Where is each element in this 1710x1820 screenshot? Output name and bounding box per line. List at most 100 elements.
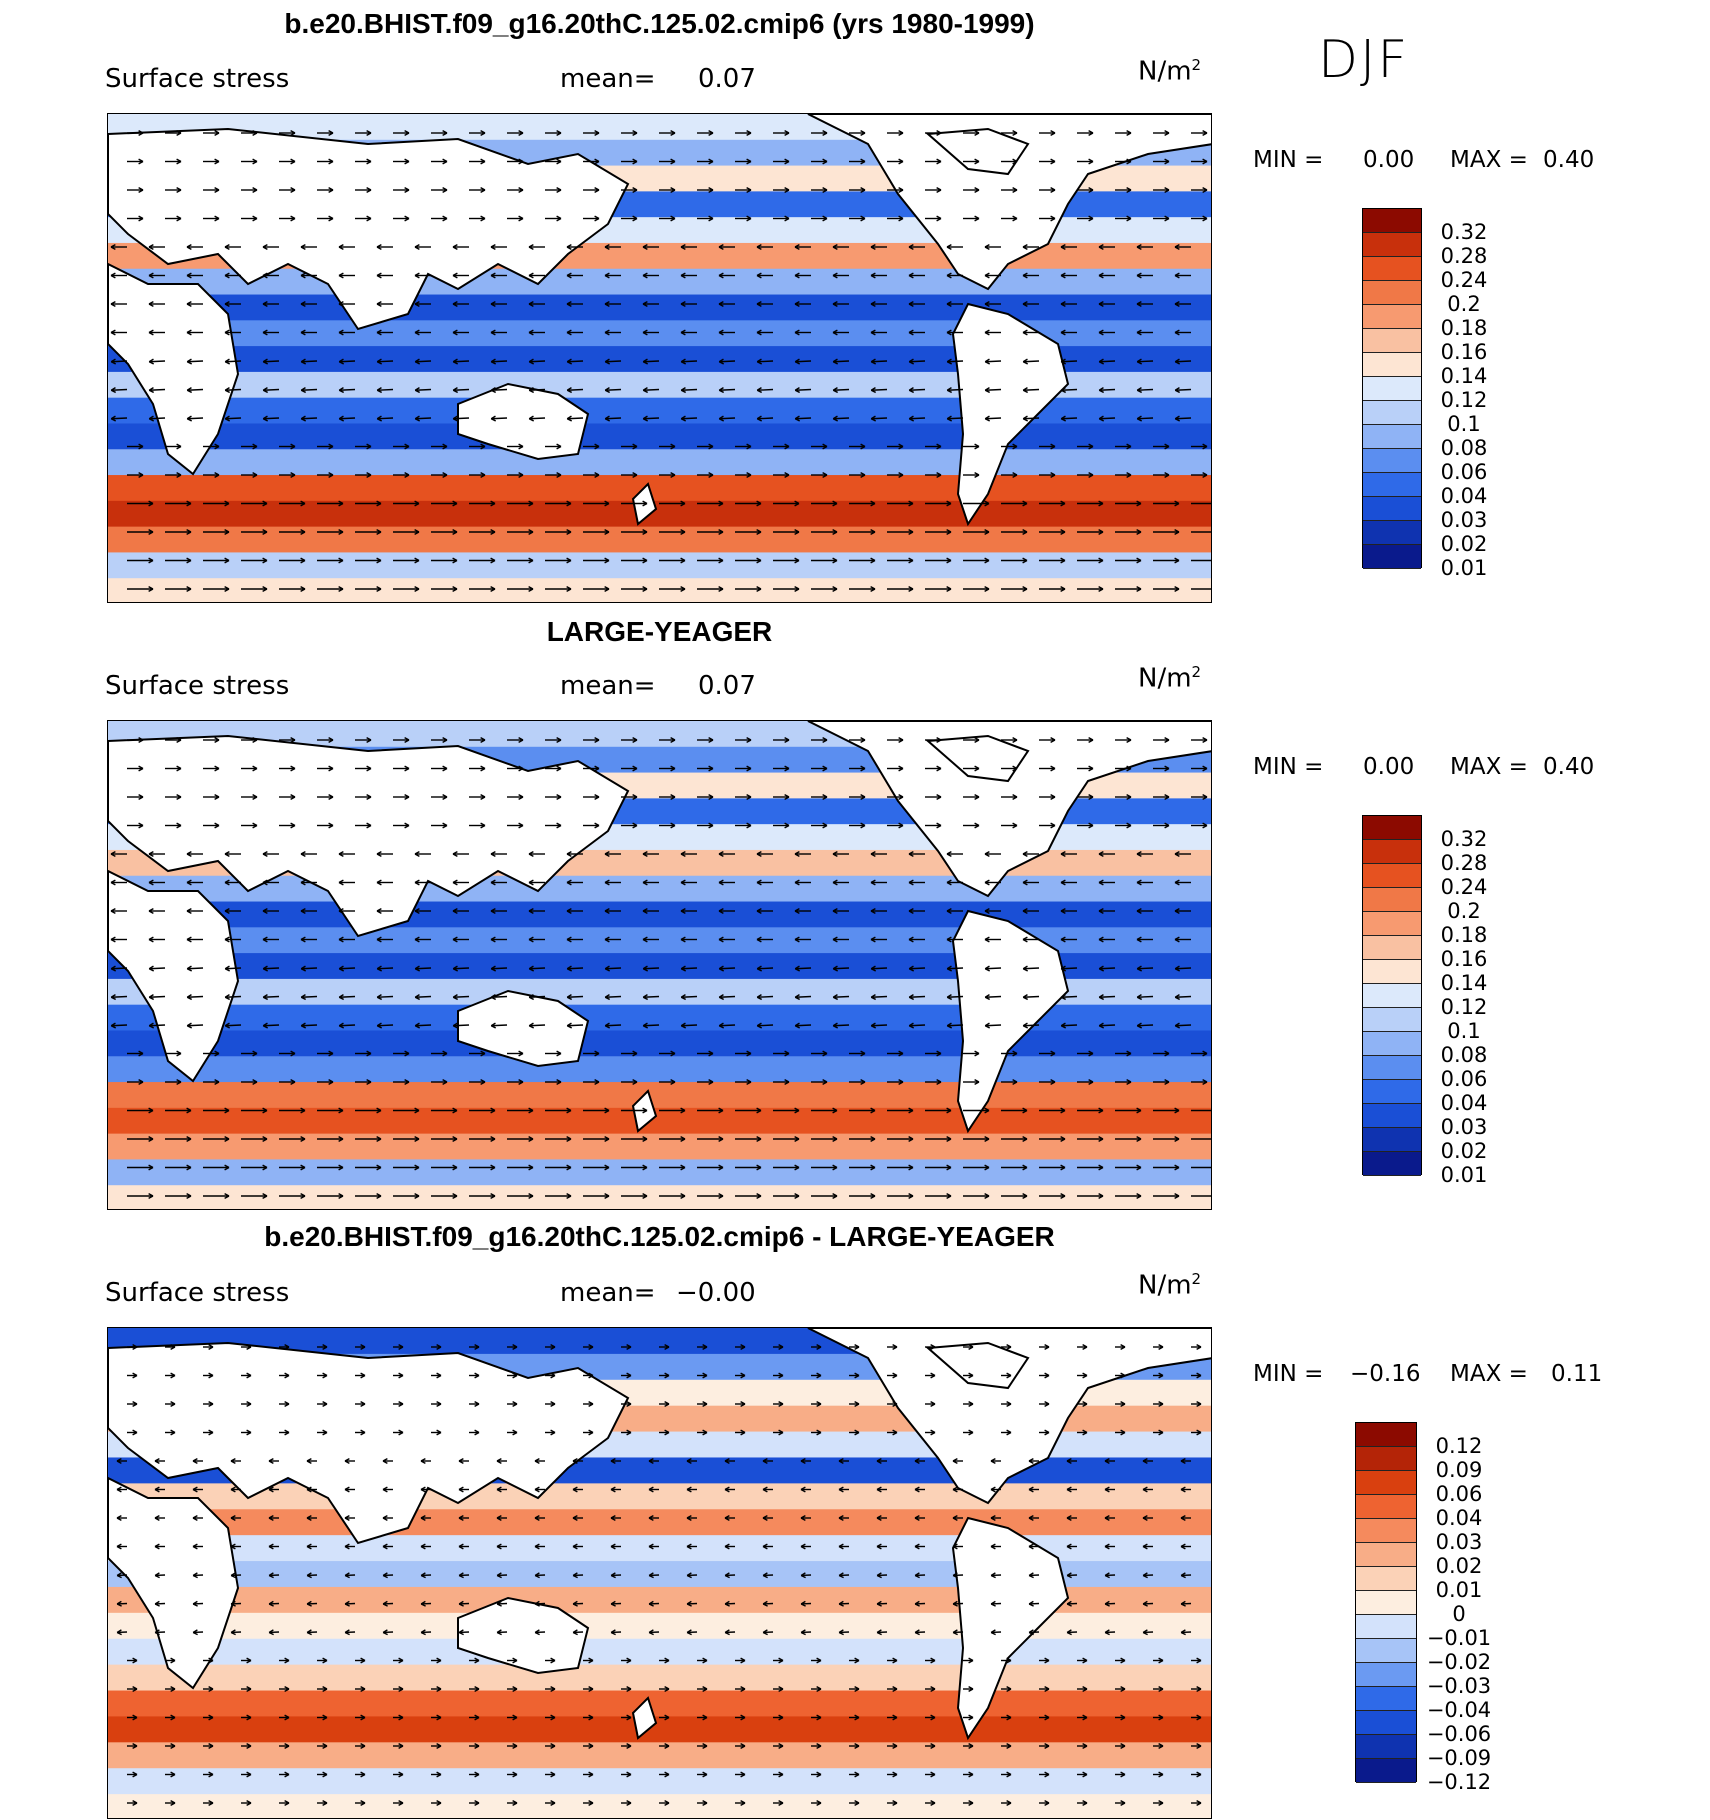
field-band: [108, 1030, 1211, 1058]
colorbar-swatch: [1363, 377, 1421, 401]
panel-3-max-value: 0.11: [1551, 1361, 1603, 1387]
colorbar-swatch: [1363, 305, 1421, 329]
field-band: [108, 268, 1211, 296]
colorbar-tick-label: 0.09: [1435, 1458, 1483, 1482]
colorbar-swatch: [1363, 521, 1421, 545]
colorbar-tick-label: −0.01: [1426, 1626, 1492, 1650]
field-band: [108, 901, 1211, 929]
continent-outline: [631, 1696, 658, 1740]
field-band: [108, 552, 1211, 580]
colorbar-tick-label: 0.18: [1440, 316, 1488, 340]
panel-1-min-label: MIN =: [1253, 147, 1324, 173]
panel-2-variable: Surface stress: [105, 671, 290, 701]
colorbar-tick-label: 0.28: [1440, 851, 1488, 875]
colorbar-swatch: [1363, 840, 1421, 864]
colorbar-swatch: [1363, 209, 1421, 233]
colorbar-tick-label: 0.12: [1440, 388, 1488, 412]
colorbar-tick-label: 0.32: [1440, 220, 1488, 244]
colorbar-swatch: [1356, 1567, 1416, 1591]
panel-1-max-label: MAX =: [1450, 147, 1528, 173]
colorbar-tick-label: 0.24: [1440, 268, 1488, 292]
field-band: [108, 578, 1211, 602]
map-canvas: [108, 1328, 1211, 1818]
field-band: [108, 1768, 1211, 1796]
colorbar-tick-label: 0.32: [1440, 827, 1488, 851]
panel-3-variable: Surface stress: [105, 1278, 290, 1308]
colorbar-tick-label: 0.03: [1440, 1115, 1488, 1139]
field-band: [108, 1664, 1211, 1692]
colorbar-box: [1362, 208, 1422, 569]
panel-3-min-label: MIN =: [1253, 1361, 1324, 1387]
colorbar-swatch: [1363, 1008, 1421, 1032]
colorbar-tick-label: 0.04: [1440, 484, 1488, 508]
panel-1-mean-label: mean=: [560, 64, 656, 94]
panel-2-units: N/m2: [1138, 663, 1202, 694]
continent-outline: [951, 909, 1070, 1134]
colorbar-tick-label: −0.04: [1426, 1698, 1492, 1722]
panel-2-max-label: MAX =: [1450, 754, 1528, 780]
field-band: [108, 1159, 1211, 1187]
field-band: [108, 1107, 1211, 1135]
colorbar-swatch: [1363, 257, 1421, 281]
continent-outline: [108, 1341, 630, 1545]
colorbar-swatch: [1356, 1663, 1416, 1687]
colorbar-swatch: [1363, 960, 1421, 984]
colorbar-swatch: [1363, 353, 1421, 377]
continent-outline: [807, 1328, 1211, 1505]
colorbar-box: [1362, 815, 1422, 1176]
colorbar-swatch: [1363, 1080, 1421, 1104]
field-band: [108, 449, 1211, 477]
field-band: [108, 1133, 1211, 1161]
panel-3-max-label: MAX =: [1450, 1361, 1528, 1387]
colorbar-swatch: [1363, 864, 1421, 888]
panel-1-min-value: 0.00: [1363, 147, 1415, 173]
colorbar-swatch: [1356, 1615, 1416, 1639]
field-band: [108, 1794, 1211, 1818]
colorbar-tick-label: 0.24: [1440, 875, 1488, 899]
colorbar-tick-label: 0.1: [1447, 412, 1481, 436]
colorbar-swatch: [1363, 936, 1421, 960]
colorbar-tick-label: 0.04: [1440, 1091, 1488, 1115]
field-band: [108, 1716, 1211, 1744]
colorbar-box: [1355, 1422, 1417, 1783]
continent-outline: [108, 734, 630, 938]
continent-outline: [108, 127, 630, 331]
continent-outline: [925, 1341, 1030, 1390]
wind-vectors: [110, 129, 1211, 593]
colorbar-tick-label: −0.09: [1426, 1746, 1492, 1770]
colorbar-tick-label: 0.06: [1440, 460, 1488, 484]
panel-3-mean-label: mean=: [560, 1278, 656, 1308]
colorbar-swatch: [1356, 1759, 1416, 1783]
colorbar-tick-label: 0.14: [1440, 364, 1488, 388]
colorbar-tick-label: −0.03: [1426, 1674, 1492, 1698]
colorbar-swatch: [1363, 1104, 1421, 1128]
panel-1-map: [107, 113, 1212, 603]
field-band: [108, 500, 1211, 528]
field-band: [108, 1742, 1211, 1770]
colorbar-tick-label: 0.16: [1440, 340, 1488, 364]
colorbar-swatch: [1363, 1128, 1421, 1152]
colorbar-swatch: [1356, 1711, 1416, 1735]
colorbar-swatch: [1356, 1591, 1416, 1615]
colorbar-tick-label: −0.06: [1426, 1722, 1492, 1746]
map-canvas: [108, 721, 1211, 1209]
colorbar-swatch: [1363, 425, 1421, 449]
colorbar-tick-label: 0.2: [1447, 899, 1481, 923]
panel-2-mean-value: 0.07: [698, 671, 756, 701]
colorbar-swatch: [1363, 1056, 1421, 1080]
colorbar-tick-label: 0.02: [1440, 532, 1488, 556]
field-band: [108, 1185, 1211, 1209]
panel-3-min-value: −0.16: [1350, 1361, 1421, 1387]
panel-3-map: [107, 1327, 1212, 1819]
continent-outline: [457, 1596, 590, 1675]
panel-2-min-value: 0.00: [1363, 754, 1415, 780]
panel-1-title: b.e20.BHIST.f09_g16.20thC.125.02.cmip6 (…: [284, 8, 1035, 39]
field-band: [108, 875, 1211, 903]
colorbar-tick-label: 0.06: [1435, 1482, 1483, 1506]
colorbar-swatch: [1363, 984, 1421, 1008]
colorbar-tick-label: 0.02: [1435, 1554, 1483, 1578]
colorbar-tick-label: 0.08: [1440, 1043, 1488, 1067]
panel-2-mean-label: mean=: [560, 671, 656, 701]
panel-1-units: N/m2: [1138, 56, 1202, 87]
colorbar-tick-label: 0.12: [1435, 1434, 1483, 1458]
